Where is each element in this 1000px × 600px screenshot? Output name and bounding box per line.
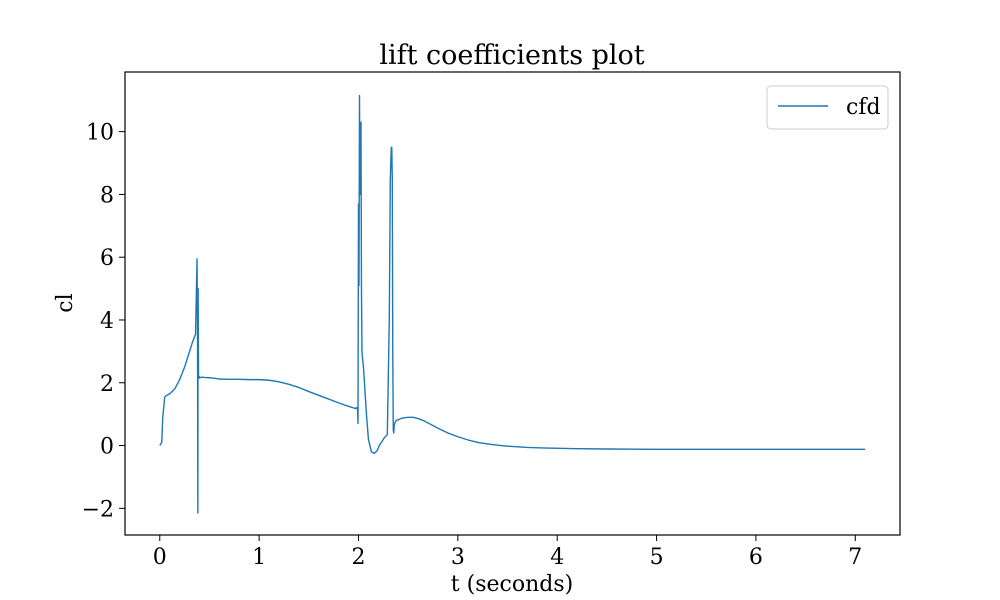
chart-title: lift coefficients plot xyxy=(379,40,644,71)
plot-area xyxy=(124,71,901,536)
x-tick-label: 4 xyxy=(550,545,564,570)
legend-box xyxy=(766,85,889,130)
y-tick-label: 0 xyxy=(100,435,114,460)
x-tick-label: 0 xyxy=(153,545,167,570)
x-tick-label: 1 xyxy=(252,545,266,570)
x-axis-label: t (seconds) xyxy=(451,572,573,597)
legend-entry-cfd: cfd xyxy=(846,95,881,120)
series-line-cfd xyxy=(159,94,866,514)
y-tick-label: 6 xyxy=(100,246,114,271)
x-tick-label: 6 xyxy=(749,545,763,570)
series-layer xyxy=(159,94,866,514)
y-tick-label: 10 xyxy=(86,121,114,146)
axis-ticks: 0 1 2 3 4 5 6 7 −2 0 2 4 6 8 10 xyxy=(82,121,863,570)
x-tick-label: 5 xyxy=(650,545,664,570)
y-tick-label: −2 xyxy=(82,497,114,522)
y-tick-label: 8 xyxy=(100,183,114,208)
y-axis-label: cl xyxy=(53,293,78,312)
y-tick-label: 2 xyxy=(100,372,114,397)
legend: cfd xyxy=(766,85,889,130)
y-tick-label: 4 xyxy=(100,309,114,334)
x-tick-label: 7 xyxy=(848,545,862,570)
x-tick-label: 2 xyxy=(351,545,365,570)
x-tick-label: 3 xyxy=(451,545,465,570)
